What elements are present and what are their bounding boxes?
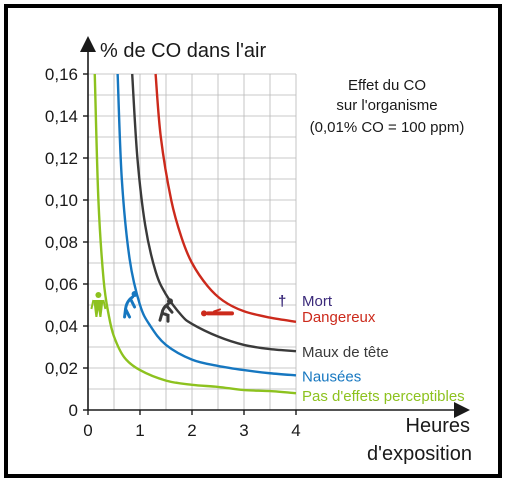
x-tick-label: 4 <box>291 421 300 440</box>
x-tick-label: 2 <box>187 421 196 440</box>
y-tick-label: 0,08 <box>45 233 78 252</box>
legend-label-mort: Mort <box>302 293 333 310</box>
crouching-person-icon <box>158 298 174 323</box>
tick-labels: 0 0,02 0,04 0,06 0,08 0,10 0,12 0,14 0,16 0 1 2 3 4 <box>45 65 301 440</box>
axes <box>80 36 470 418</box>
x-axis-title-line2: d'exposition <box>367 443 472 465</box>
info-line1: Effet du CO <box>348 77 426 94</box>
info-line2: sur l'organisme <box>336 97 437 114</box>
legend-label: Dangereux <box>302 309 376 326</box>
legend-label: Pas d'effets perceptibles <box>302 388 465 405</box>
series-line-maux-de-t-te <box>131 73 297 353</box>
pictograms <box>90 291 234 323</box>
legend-label: Maux de tête <box>302 344 389 361</box>
x-tick-label: 1 <box>135 421 144 440</box>
legend-label: Nausées <box>302 368 361 385</box>
y-tick-label: 0,12 <box>45 149 78 168</box>
y-tick-label: 0,04 <box>45 317 78 336</box>
y-tick-label: 0,10 <box>45 191 78 210</box>
y-axis-title: % de CO dans l'air <box>100 40 266 62</box>
x-tick-label: 3 <box>239 421 248 440</box>
series-line-pas-d-effets-perceptibles <box>93 73 297 395</box>
y-tick-label: 0,16 <box>45 65 78 84</box>
lying-person-icon <box>201 308 234 317</box>
bent-person-icon <box>123 291 138 319</box>
series-line-naus-es <box>116 73 297 377</box>
y-tick-label: 0,02 <box>45 359 78 378</box>
info-line3: (0,01% CO = 100 ppm) <box>310 119 465 136</box>
legend: Pas d'effets perceptibles Nausées Maux de … <box>278 293 465 405</box>
y-tick-label: 0 <box>69 401 78 420</box>
y-tick-label: 0,06 <box>45 275 78 294</box>
cross-icon: † <box>278 293 286 310</box>
figure-frame <box>4 4 502 478</box>
info-box: Effet du CO sur l'organisme (0,01% CO = … <box>310 77 465 136</box>
x-tick-label: 0 <box>83 421 92 440</box>
series-line-dangereux <box>154 73 297 323</box>
y-tick-label: 0,14 <box>45 107 78 126</box>
x-axis-title-line1: Heures <box>406 415 470 437</box>
series-lines <box>93 73 297 395</box>
standing-person-icon <box>90 292 107 317</box>
